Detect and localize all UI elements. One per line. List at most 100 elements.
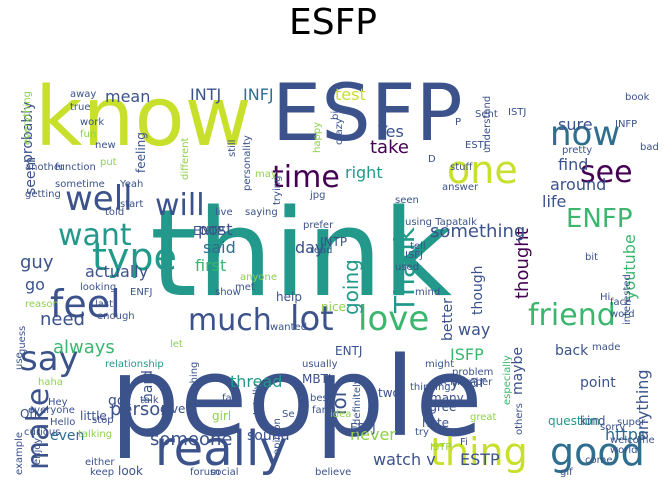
cloud-word: remember	[440, 377, 493, 388]
cloud-word: post	[198, 220, 233, 239]
cloud-word: maybe	[510, 347, 526, 395]
cloud-word: better	[440, 298, 456, 341]
cloud-word: enjoy	[32, 438, 43, 465]
cloud-word: INTJ	[190, 85, 221, 104]
cloud-word: thing	[430, 430, 528, 474]
cloud-word: two	[378, 386, 400, 400]
cloud-word: go	[25, 275, 45, 294]
cloud-word: problem	[452, 367, 493, 378]
cloud-word: mean	[105, 87, 150, 106]
cloud-word: start	[120, 199, 143, 210]
cloud-word: find	[558, 155, 588, 174]
cloud-word: ESTP	[460, 450, 500, 469]
cloud-word: take	[370, 137, 409, 158]
cloud-word: thought	[512, 228, 533, 299]
cloud-word: relationship	[105, 359, 164, 370]
cloud-word: Yeah	[119, 179, 143, 190]
cloud-word: bit	[585, 252, 598, 263]
cloud-word: try	[415, 427, 429, 438]
cloud-word: INFP	[615, 119, 637, 130]
cloud-word: though	[470, 265, 486, 315]
cloud-word: think	[150, 185, 453, 324]
cloud-word: fact	[222, 393, 241, 404]
cloud-word: question	[548, 414, 600, 428]
cloud-word: D	[428, 154, 436, 165]
cloud-word: true	[70, 102, 91, 113]
cloud-word: type	[92, 235, 177, 279]
cloud-word: Fi	[460, 437, 468, 448]
cloud-word: feeling	[134, 132, 148, 173]
cloud-word: trying	[272, 176, 283, 205]
cloud-word: ENTJ	[335, 344, 362, 358]
cloud-word: ISFJ	[405, 250, 423, 261]
cloud-word: see	[580, 155, 633, 190]
cloud-word: enough	[97, 311, 135, 322]
cloud-word: INTP	[320, 235, 347, 249]
cloud-word: year	[450, 372, 486, 391]
cloud-word: looking	[80, 282, 116, 293]
cloud-word: reason	[25, 299, 59, 310]
cloud-word: Thank	[388, 226, 421, 314]
cloud-word: never	[350, 425, 396, 444]
cloud-word: friend	[528, 298, 616, 333]
cloud-word: away	[70, 89, 96, 100]
cloud-word: sometime	[55, 179, 105, 190]
cloud-word: ISTP	[430, 442, 451, 453]
cloud-word: usually	[302, 359, 338, 370]
cloud-word: others	[514, 403, 525, 435]
cloud-word: answer	[442, 182, 479, 193]
cloud-word: guess	[17, 326, 28, 355]
cloud-word: book	[625, 92, 650, 103]
cloud-word: INFJ	[243, 85, 274, 104]
cloud-word: understand	[482, 96, 493, 153]
cloud-word: getting	[25, 189, 61, 200]
cloud-word: curious	[24, 427, 60, 438]
cloud-word: used	[395, 262, 419, 273]
cloud-word: believe	[315, 467, 351, 478]
cloud-word: bad	[640, 142, 659, 153]
cloud-word: different	[180, 137, 191, 180]
cloud-word: something	[430, 221, 525, 242]
cloud-word: seem	[23, 157, 39, 195]
cloud-word: guy	[20, 252, 54, 273]
cloud-word: talk	[140, 395, 159, 406]
cloud-word: Hi	[600, 292, 610, 303]
cloud-word: opinion	[272, 418, 283, 455]
cloud-word: last	[95, 299, 113, 310]
cloud-word: thinking	[410, 382, 451, 393]
cloud-word: use	[14, 352, 25, 370]
cloud-word: love	[358, 299, 429, 339]
cloud-word: met	[235, 282, 255, 293]
cloud-word: girl	[212, 409, 231, 423]
cloud-word: either	[85, 457, 115, 468]
cloud-word: person	[110, 399, 172, 420]
cloud-word: ISTJ	[508, 107, 526, 118]
cloud-word: gif	[560, 467, 573, 478]
cloud-word: mind	[415, 287, 440, 298]
cloud-word: laughing	[189, 362, 200, 405]
cloud-word: many	[430, 391, 464, 405]
cloud-word: first	[195, 256, 226, 275]
cloud-word: Hello	[50, 417, 75, 428]
cloud-word: still	[227, 140, 238, 157]
cloud-word: new	[95, 140, 116, 151]
cloud-word: stop	[92, 415, 114, 426]
cloud-word: kind	[580, 414, 606, 428]
cloud-word: youtube	[620, 234, 639, 300]
cloud-word: say	[20, 339, 79, 379]
cloud-word: ENTP	[193, 224, 224, 238]
cloud-word: great	[470, 412, 497, 423]
cloud-word: going	[339, 259, 363, 315]
cloud-word: live	[215, 207, 233, 218]
cloud-word: haha	[38, 377, 63, 388]
cloud-word: made	[592, 342, 620, 353]
cloud-word: personality	[242, 135, 253, 191]
cloud-word: sorry	[600, 422, 625, 433]
cloud-word: anything	[633, 369, 652, 440]
cloud-word: hate	[422, 416, 449, 430]
cloud-word: saying	[245, 207, 278, 218]
cloud-word: social	[210, 467, 239, 478]
cloud-word: example	[14, 432, 25, 475]
